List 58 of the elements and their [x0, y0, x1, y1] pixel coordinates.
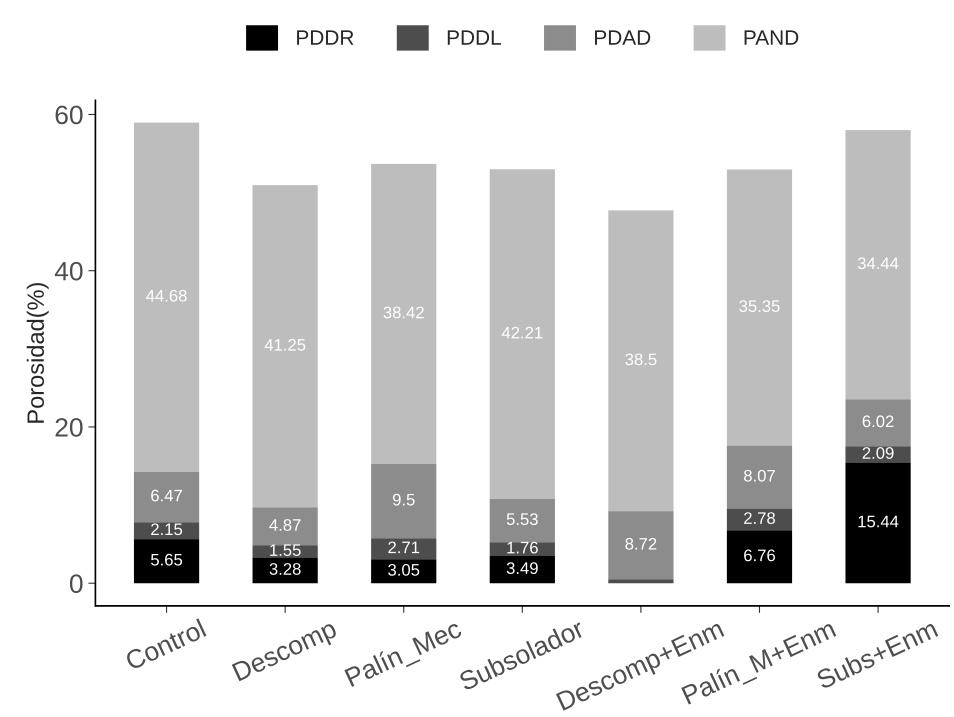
data-label: 15.44: [858, 516, 898, 528]
bar: [371, 464, 436, 538]
data-label: 6.76: [744, 549, 775, 562]
bar: [371, 164, 436, 464]
data-label: 5.53: [506, 513, 538, 526]
data-label: 1.76: [507, 542, 538, 554]
data-label: 4.87: [269, 519, 301, 531]
data-label: 1.55: [270, 544, 301, 556]
bar: [490, 556, 555, 584]
bar: [490, 169, 555, 499]
data-label: 42.21: [502, 326, 542, 338]
data-label: 2.78: [744, 512, 775, 524]
y-tick-label: 60: [56, 106, 83, 124]
y-tick-label: 40: [54, 262, 83, 281]
bar: [490, 498, 555, 542]
y-tick-label: 0: [70, 574, 83, 594]
data-label: 5.65: [151, 554, 182, 566]
bar: [252, 558, 318, 584]
data-label: 44.68: [146, 290, 187, 302]
data-label: 35.35: [739, 300, 780, 312]
data-label: 8.07: [744, 470, 775, 482]
data-label: 38.5: [625, 353, 656, 366]
bar: [371, 538, 436, 560]
bar: [845, 399, 911, 446]
data-label: 9.5: [392, 494, 415, 506]
bar: [134, 472, 200, 522]
data-label: 38.42: [384, 306, 424, 318]
data-label: 3.05: [388, 564, 420, 576]
data-label: 8.72: [625, 538, 656, 550]
legend-label: PDDR: [297, 30, 354, 45]
bar: [845, 462, 911, 584]
data-label: 3.49: [506, 562, 538, 574]
data-label: 2.71: [388, 541, 420, 554]
legend-label: PDDL: [448, 30, 501, 45]
legend-label: PDAD: [595, 30, 650, 45]
bar: [490, 542, 555, 556]
bar: [371, 559, 436, 584]
bar: [134, 539, 200, 584]
bar: [845, 130, 911, 400]
data-label: 2.09: [862, 447, 894, 459]
data-label: 6.02: [862, 415, 894, 428]
y-tick-label: 20: [56, 418, 83, 437]
data-label: 6.47: [151, 490, 182, 502]
bar: [726, 446, 792, 509]
bar: [252, 507, 318, 546]
bar: [608, 210, 674, 512]
bar: [726, 530, 792, 584]
data-label: 41.25: [264, 338, 306, 351]
data-label: 34.44: [858, 257, 898, 270]
bar: [726, 508, 792, 530]
bar: [252, 185, 318, 508]
y-axis-title: Porosidad(%): [26, 283, 49, 423]
data-label: 3.28: [270, 563, 301, 575]
bar: [608, 511, 674, 580]
legend-label: PAND: [744, 30, 798, 45]
bar: [134, 122, 200, 472]
bar: [726, 169, 792, 446]
data-label: 2.15: [151, 523, 182, 536]
